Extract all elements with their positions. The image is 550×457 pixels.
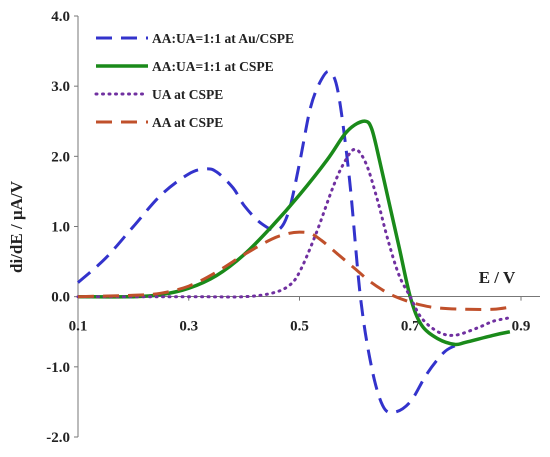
- legend-label: AA:UA=1:1 at Au/CSPE: [152, 31, 294, 46]
- legend-label: UA at CSPE: [152, 87, 223, 102]
- y-tick-label: 1.0: [51, 220, 70, 236]
- legend-label: AA:UA=1:1 at CSPE: [152, 59, 274, 74]
- y-tick-label: 4.0: [51, 9, 70, 25]
- y-ticks: -2.0 -1.0 0.0 1.0 2.0 3.0 4.0: [46, 9, 78, 446]
- y-tick-label: 2.0: [51, 149, 70, 165]
- x-axis-title: E / V: [479, 268, 516, 287]
- x-tick-label: 0.7: [401, 319, 420, 335]
- series-line-4: [77, 230, 511, 311]
- legend-label: AA at CSPE: [152, 115, 223, 130]
- y-tick-label: -2.0: [46, 430, 70, 446]
- x-ticks: 0.1 0.3 0.5 0.7 0.9: [69, 296, 531, 335]
- legend: AA:UA=1:1 at Au/CSPE AA:UA=1:1 at CSPE UA …: [94, 31, 294, 130]
- x-tick-label: 0.3: [179, 319, 198, 335]
- y-tick-label: 0.0: [51, 290, 70, 306]
- y-axis-title: di/dE / µA/V: [7, 180, 26, 273]
- x-tick-label: 0.9: [512, 319, 531, 335]
- series-line-1: [77, 69, 456, 415]
- series-line-3: [76, 147, 512, 337]
- y-tick-label: 3.0: [51, 79, 70, 95]
- x-tick-label: 0.1: [69, 319, 88, 335]
- x-tick-label: 0.5: [290, 319, 309, 335]
- series-lines: [76, 69, 512, 415]
- y-tick-label: -1.0: [46, 360, 70, 376]
- plot-area: [77, 16, 540, 437]
- series-line-2: [77, 119, 511, 347]
